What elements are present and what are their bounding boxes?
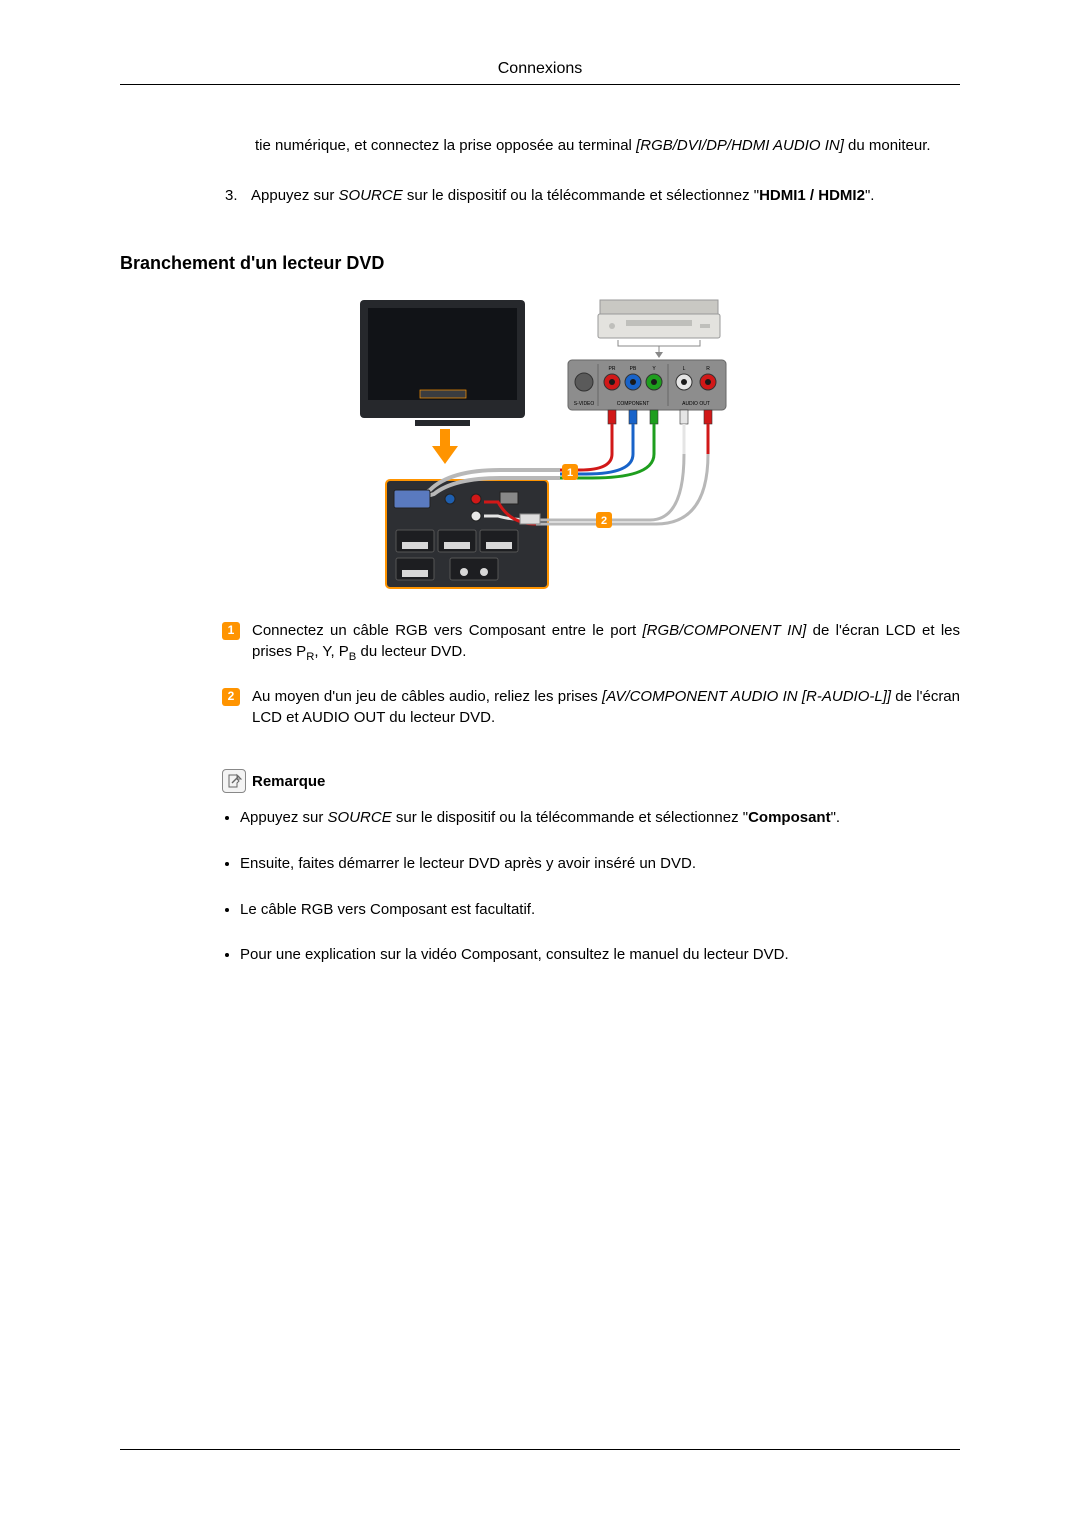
c1-ital: [RGB/COMPONENT IN] xyxy=(642,622,806,639)
n4-a: Pour une explication sur la vidéo Compos… xyxy=(240,946,789,963)
step3-number: 3. xyxy=(225,185,251,207)
step3-bold: HDMI1 / HDMI2 xyxy=(759,187,865,204)
header-rule xyxy=(120,84,960,85)
svg-text:R: R xyxy=(706,366,710,372)
note-icon xyxy=(222,769,246,793)
step3-source: SOURCE xyxy=(339,187,403,204)
n1-bold: Composant xyxy=(748,809,831,826)
svg-text:2: 2 xyxy=(601,515,607,527)
callout-1: 1 Connectez un câble RGB vers Composant … xyxy=(222,620,960,666)
callout-2-badge: 2 xyxy=(222,688,240,706)
c1-c: , Y, P xyxy=(314,643,348,660)
callout-2: 2 Au moyen d'un jeu de câbles audio, rel… xyxy=(222,686,960,730)
intro-text-a: tie numérique, et connectez la prise opp… xyxy=(255,137,636,154)
note-item-3: Le câble RGB vers Composant est facultat… xyxy=(240,899,960,921)
step-3: 3.Appuyez sur SOURCE sur le dispositif o… xyxy=(225,185,960,207)
svg-text:AUDIO OUT: AUDIO OUT xyxy=(682,401,710,407)
n2-a: Ensuite, faites démarrer le lecteur DVD … xyxy=(240,855,696,872)
intro-text-b: du moniteur. xyxy=(844,137,931,154)
c1-d: du lecteur DVD. xyxy=(356,643,466,660)
step3-a: Appuyez sur xyxy=(251,187,339,204)
callout-2-text: Au moyen d'un jeu de câbles audio, relie… xyxy=(252,686,960,730)
svg-text:PB: PB xyxy=(630,366,637,372)
note-item-4: Pour une explication sur la vidéo Compos… xyxy=(240,944,960,966)
n1-src: SOURCE xyxy=(328,809,392,826)
svg-text:L: L xyxy=(683,366,686,372)
n1-c: ". xyxy=(831,809,841,826)
note-header: Remarque xyxy=(222,769,960,793)
step3-b: sur le dispositif ou la télécommande et … xyxy=(403,187,759,204)
n3-a: Le câble RGB vers Composant est facultat… xyxy=(240,901,535,918)
diagram-container: PRPBYLRS-VIDEOCOMPONENTAUDIO OUT12 xyxy=(120,294,960,594)
n1-a: Appuyez sur xyxy=(240,809,328,826)
note-item-1: Appuyez sur SOURCE sur le dispositif ou … xyxy=(240,807,960,829)
intro-text-ital: [RGB/DVI/DP/HDMI AUDIO IN] xyxy=(636,137,844,154)
n1-b: sur le dispositif ou la télécommande et … xyxy=(392,809,748,826)
c1-a: Connectez un câble RGB vers Composant en… xyxy=(252,622,642,639)
section-heading: Branchement d'un lecteur DVD xyxy=(120,253,960,274)
page-container: Connexions tie numérique, et connectez l… xyxy=(0,0,1080,1527)
svg-text:1: 1 xyxy=(567,467,573,479)
intro-paragraph: tie numérique, et connectez la prise opp… xyxy=(255,135,960,157)
svg-text:PR: PR xyxy=(609,366,616,372)
callout-1-badge: 1 xyxy=(222,622,240,640)
svg-text:COMPONENT: COMPONENT xyxy=(617,401,650,407)
svg-text:S-VIDEO: S-VIDEO xyxy=(574,401,595,407)
note-list: Appuyez sur SOURCE sur le dispositif ou … xyxy=(222,807,960,966)
callout-1-text: Connectez un câble RGB vers Composant en… xyxy=(252,620,960,666)
connection-diagram: PRPBYLRS-VIDEOCOMPONENTAUDIO OUT12 xyxy=(350,294,730,594)
note-item-2: Ensuite, faites démarrer le lecteur DVD … xyxy=(240,853,960,875)
footer-rule xyxy=(120,1449,960,1450)
page-header: Connexions xyxy=(120,60,960,78)
note-label: Remarque xyxy=(252,773,325,790)
c2-a: Au moyen d'un jeu de câbles audio, relie… xyxy=(252,688,602,705)
step3-c: ". xyxy=(865,187,875,204)
c2-ital: [AV/COMPONENT AUDIO IN [R-AUDIO-L]] xyxy=(602,688,891,705)
